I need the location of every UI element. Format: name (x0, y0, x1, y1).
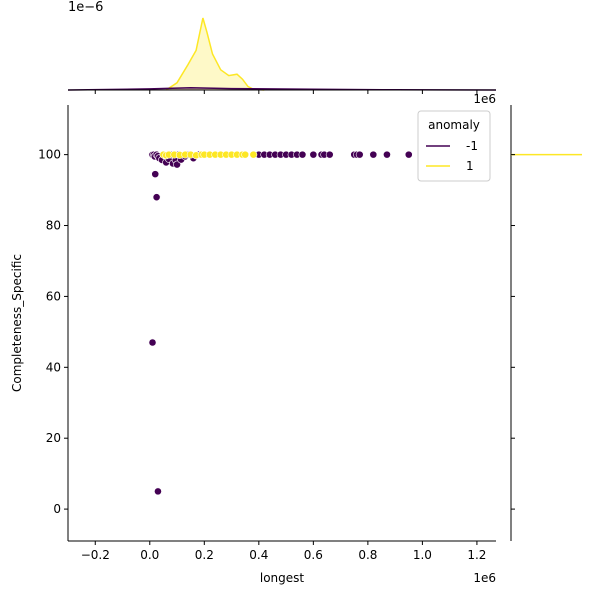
right-scale-label: 1e6 (473, 92, 496, 106)
x-tick-label: 0.6 (304, 548, 323, 562)
point-anomaly-neg1 (154, 487, 162, 496)
x-tick-label: −0.2 (81, 548, 110, 562)
point-anomaly-neg1 (148, 338, 157, 347)
legend-label-neg1: -1 (466, 139, 478, 153)
x-tick-label: 0.0 (140, 548, 159, 562)
point-anomaly-neg1 (369, 150, 378, 159)
top-kde-fill-pos1 (166, 18, 265, 90)
legend-title: anomaly (428, 118, 480, 132)
main-axes: −0.2 0.0 0.2 0.4 0.6 0.8 1.0 1.2 0 20 40 60 80 100 l… (10, 105, 496, 585)
y-tick-label: 80 (46, 219, 61, 233)
top-marginal: 1e−6 (67, 0, 497, 94)
x-tick-label: 0.4 (249, 548, 268, 562)
point-anomaly-pos1 (241, 150, 250, 159)
point-anomaly-neg1 (309, 150, 318, 159)
y-tick-label: 20 (46, 431, 61, 445)
x-tick-label: 0.2 (195, 548, 214, 562)
point-anomaly-neg1 (152, 193, 161, 202)
point-anomaly-neg1 (355, 150, 364, 159)
point-anomaly-neg1 (383, 150, 391, 159)
legend-label-pos1: 1 (466, 159, 474, 173)
point-anomaly-neg1 (173, 160, 181, 169)
x-tick-label: 1.2 (467, 548, 486, 562)
y-axis-label: Completeness_Specific (10, 254, 24, 392)
x-axis-label: longest (260, 571, 305, 585)
top-kde-line-pos1 (165, 17, 265, 91)
y-tick-label: 60 (46, 289, 61, 303)
point-anomaly-pos1 (249, 150, 258, 159)
x-scale-label: 1e6 (473, 571, 496, 585)
point-anomaly-neg1 (325, 150, 334, 159)
point-anomaly-neg1 (404, 150, 413, 159)
y-tick-label: 0 (53, 502, 61, 516)
x-tick-label: 1.0 (413, 548, 432, 562)
legend: anomaly -1 1 (417, 110, 491, 182)
top-scale-label: 1e−6 (68, 0, 103, 15)
y-tick-label: 100 (38, 148, 61, 162)
y-tick-label: 40 (46, 360, 61, 374)
right-marginal: 1e6 (473, 92, 582, 541)
point-anomaly-neg1 (298, 150, 307, 159)
legend-box (417, 110, 491, 182)
x-tick-label: 0.8 (358, 548, 377, 562)
point-anomaly-neg1 (151, 170, 160, 179)
